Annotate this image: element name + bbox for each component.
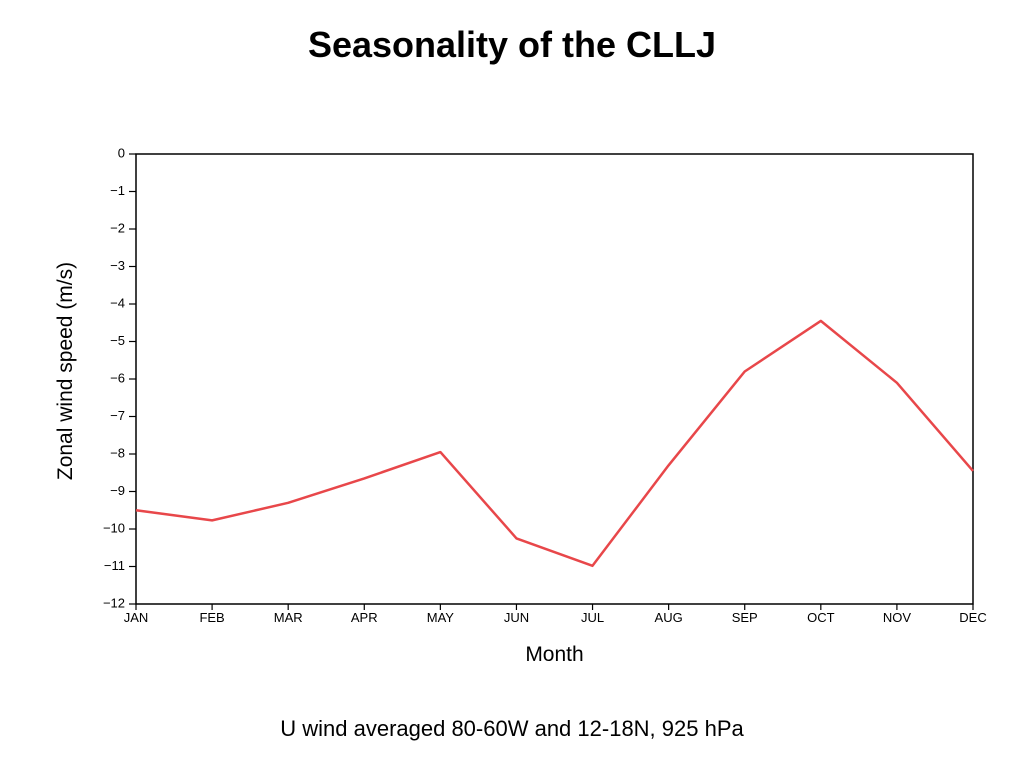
x-axis-ticks: JAN FEB MAR APR MAY JUN JUL AUG SEP OCT NOV DEC	[124, 604, 987, 625]
x-tick-label: JUL	[581, 610, 604, 625]
x-tick-label: FEB	[199, 610, 224, 625]
plot-frame	[135, 153, 974, 605]
chart-title: Seasonality of the CLLJ	[307, 24, 717, 65]
x-tick-label: MAR	[274, 610, 303, 625]
chart-caption: U wind averaged 80-60W and 12-18N, 925 h…	[280, 716, 744, 741]
y-tick-label: −5	[110, 333, 125, 348]
x-tick-label: JUN	[504, 610, 529, 625]
y-tick-label: −3	[110, 258, 125, 273]
x-tick-label: AUG	[655, 610, 683, 625]
x-tick-label: DEC	[959, 610, 986, 625]
y-tick-label: −12	[103, 595, 125, 610]
y-axis-title: Zonal wind speed (m/s)	[54, 262, 77, 480]
x-axis-title: Month	[525, 643, 583, 666]
y-tick-label: −1	[110, 183, 125, 198]
y-tick-label: −6	[110, 370, 125, 385]
y-tick-label: −2	[110, 220, 125, 235]
y-axis-ticks: 0 −1 −2 −3 −4 −5 −6 −7 −8 −9 −10 −11 −12	[103, 145, 136, 610]
y-tick-label: −10	[103, 520, 125, 535]
series-layer	[135, 319, 974, 568]
x-tick-label: OCT	[807, 610, 835, 625]
x-tick-label: MAY	[427, 610, 455, 625]
y-tick-label: −8	[110, 445, 125, 460]
y-tick-label: 0	[118, 145, 125, 160]
y-tick-label: −7	[110, 408, 125, 423]
x-tick-label: APR	[351, 610, 378, 625]
x-tick-label: NOV	[883, 610, 912, 625]
x-tick-label: SEP	[732, 610, 758, 625]
y-tick-label: −4	[110, 295, 125, 310]
y-tick-label: −11	[104, 558, 125, 573]
y-tick-label: −9	[110, 483, 125, 498]
series-line-0	[135, 319, 974, 568]
x-tick-label: JAN	[124, 610, 149, 625]
